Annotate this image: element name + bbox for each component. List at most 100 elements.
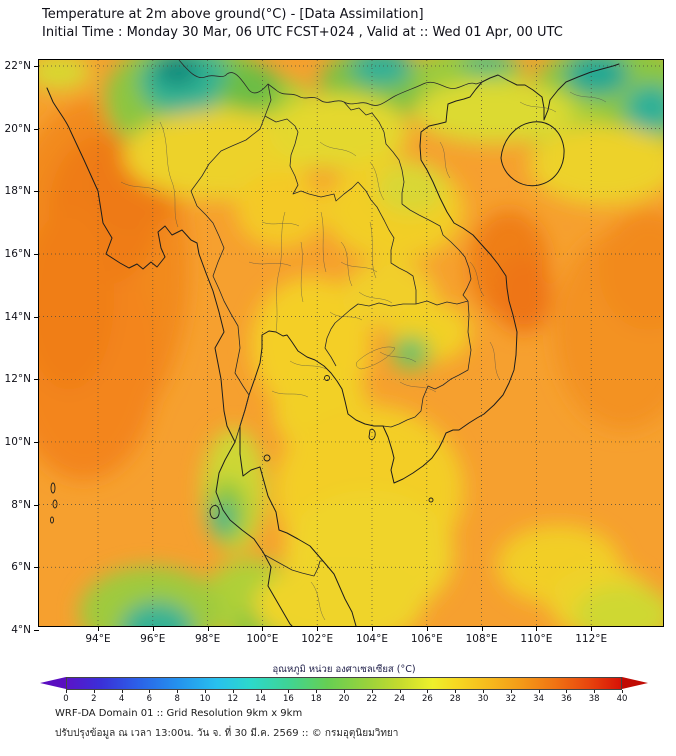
colorbar-tickmark [205, 690, 206, 693]
colorbar-tick-label: 24 [394, 694, 406, 704]
colorbar-tickmark [538, 690, 540, 693]
colorbar-tickmark [121, 690, 123, 693]
lon-tickmark [317, 626, 319, 631]
colorbar-tickmark [483, 690, 484, 693]
colorbar-tickmark [149, 690, 151, 693]
lat-tick-label: 22°N [4, 60, 31, 72]
lat-tickmark [34, 379, 39, 381]
lat-tick-label: 6°N [11, 561, 31, 574]
colorbar-tick-label: 4 [118, 694, 125, 704]
lat-tickmark [34, 316, 39, 318]
colorbar-label: อุณหภูมิ หน่วย องศาเซลเซียส (°C) [272, 664, 416, 675]
colorbar-left-arrow [40, 677, 66, 689]
colorbar-tick-label: 30 [477, 694, 489, 704]
colorbar-right-arrow [622, 677, 648, 689]
colorbar-tickmark [455, 690, 457, 693]
country-borders [178, 60, 483, 577]
lon-tick-label: 106°E [410, 633, 443, 645]
colorbar-tick-label: 18 [310, 694, 322, 704]
lon-tickmark [426, 626, 428, 631]
colorbar-tick-label: 8 [174, 694, 180, 704]
lat-tick-label: 4°N [11, 623, 31, 636]
colorbar-tickmark [399, 690, 401, 693]
lat-tickmark [34, 66, 39, 67]
colorbar-tick-label: 20 [338, 694, 350, 704]
colorbar: อุณหภูมิ หน่วย องศาเซลเซียส (°C) 0 2 4 6 8 10… [40, 664, 648, 711]
coastlines [46, 63, 620, 626]
colorbar-tick-label: 38 [588, 694, 600, 704]
lat-tickmark [34, 128, 39, 130]
lon-tick-label: 94°E [85, 633, 111, 645]
colorbar-tick-label: 32 [505, 694, 517, 704]
colorbar-tickmark [93, 690, 95, 693]
colorbar-tickmark [427, 690, 429, 693]
colorbar-tickmark [260, 690, 262, 693]
temperature-field [39, 60, 663, 626]
lat-tickmark [34, 629, 39, 631]
lat-tickmark [34, 504, 39, 506]
colorbar-tickmark [510, 690, 512, 693]
lat-tick-label: 16°N [4, 247, 31, 260]
colorbar-tickmark [288, 690, 290, 693]
temperature-map-svg [39, 60, 663, 626]
lon-tick-label: 102°E [301, 633, 334, 645]
colorbar-gradient-bar [66, 677, 622, 690]
page-title: Temperature at 2m above ground(°C) - [Da… [42, 7, 424, 22]
colorbar-tick-label: 6 [146, 694, 153, 704]
page-subtitle: Initial Time : Monday 30 Mar, 06 UTC FCS… [42, 25, 563, 40]
colorbar-tick-label: 12 [227, 694, 239, 704]
colorbar-tick-label: 26 [421, 694, 433, 704]
colorbar-tick-label: 2 [91, 694, 97, 704]
colorbar-tick-label: 0 [63, 694, 69, 704]
colorbar-tickmark [566, 690, 568, 693]
lat-tickmark [34, 441, 39, 443]
lat-tick-label: 10°N [4, 435, 31, 448]
lat-tickmark [34, 253, 39, 255]
lon-tick-label: 96°E [140, 633, 166, 645]
lon-tick-label: 110°E [520, 633, 553, 645]
lat-tick-label: 18°N [4, 185, 31, 198]
lat-tick-label: 20°N [4, 122, 31, 135]
footer-domain-info: WRF-DA Domain 01 :: Grid Resolution 9km … [55, 708, 303, 719]
colorbar-tick-labels: 0 2 4 6 8 10 12 14 16 18 20 22 24 26 28 30 32 34 36 38 40 [63, 694, 627, 706]
lon-tickmark [481, 626, 483, 631]
colorbar-tick-label: 40 [616, 694, 628, 704]
lon-tick-label: 112°E [575, 633, 608, 645]
lon-tick-label: 104°E [356, 633, 388, 645]
colorbar-tickmark [316, 690, 318, 693]
colorbar-tick-label: 14 [255, 694, 267, 704]
map-area: 22°N 20°N 18°N 16°N 14°N 12°N 10°N 8°N 6°N 4°N 94… [5, 59, 664, 645]
province-borders [120, 91, 607, 621]
lat-tick-label: 14°N [4, 310, 31, 323]
lon-tickmark [98, 626, 99, 631]
colorbar-tickmark [232, 690, 234, 693]
graticule-gridlines [39, 60, 663, 626]
colorbar-tick-label: 22 [366, 694, 378, 704]
colorbar-tick-label: 16 [282, 694, 294, 704]
lon-tickmark [536, 626, 538, 631]
lon-tickmark [262, 626, 264, 631]
lat-tick-label: 8°N [11, 498, 31, 511]
islands [50, 375, 434, 524]
lat-tickmark [34, 567, 39, 569]
lon-tickmark [372, 626, 373, 631]
colorbar-tick-label: 10 [199, 694, 211, 704]
colorbar-tickmark [594, 690, 596, 693]
lat-tick-label: 12°N [4, 373, 31, 386]
lon-tick-label: 108°E [465, 633, 498, 645]
colorbar-tick-label: 34 [533, 694, 545, 704]
lat-tickmark [34, 191, 39, 193]
lon-tickmark [152, 626, 154, 631]
lon-tick-label: 98°E [194, 633, 221, 645]
colorbar-tickmark [66, 690, 67, 693]
colorbar-tickmark [177, 690, 179, 693]
lon-tick-label: 100°E [246, 633, 279, 645]
colorbar-tick-label: 36 [560, 694, 572, 704]
colorbar-tickmark [344, 690, 345, 693]
lon-tickmark [591, 626, 593, 631]
lon-tickmark [207, 626, 209, 631]
colorbar-tickmark [622, 690, 623, 693]
colorbar-tickmarks [66, 690, 623, 693]
footer-update-info: ปรับปรุงข้อมูล ณ เวลา 13:00น. วัน จ. ที่… [55, 728, 399, 739]
